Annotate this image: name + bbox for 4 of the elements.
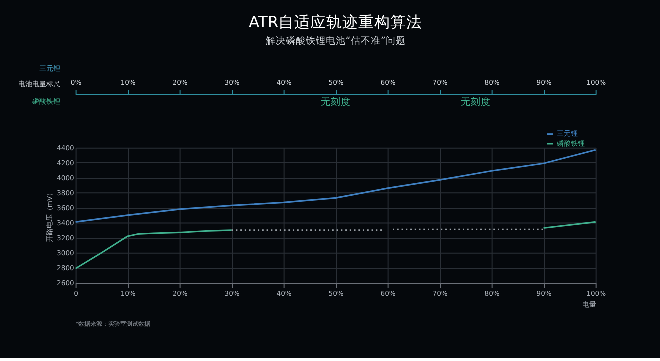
chart-subtitle: 解决磷酸铁锂电池“估不准”问题 bbox=[266, 34, 406, 47]
text: 无刻度 bbox=[461, 96, 492, 108]
chart-title: ATR自适应轨迹重构算法 bbox=[248, 13, 423, 32]
text: 无刻度 bbox=[320, 96, 351, 108]
